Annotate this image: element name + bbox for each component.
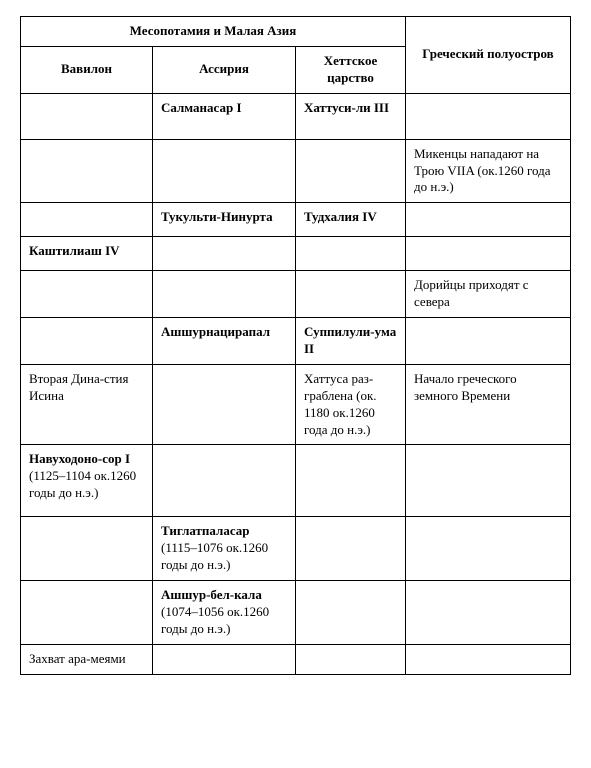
table-cell: Начало греческого земного Времени [406,364,571,445]
history-table: Месопотамия и Малая Азия Греческий полуо… [20,16,571,675]
table-cell: Ашшур-бел-кала (1074–1056 ок.1260 годы д… [153,581,296,645]
table-row: Ашшур-бел-кала (1074–1056 ок.1260 годы д… [21,581,571,645]
table-cell: Хаттуси-ли III [296,93,406,139]
table-cell [21,203,153,237]
table-cell [153,644,296,674]
table-cell [406,203,571,237]
table-row: Навуходоно-сор I (1125–1104 ок.1260 годы… [21,445,571,517]
table-row: Захват ара-меями [21,644,571,674]
table-cell: Тудхалия IV [296,203,406,237]
table-cell [153,237,296,271]
table-cell: Захват ара-меями [21,644,153,674]
table-cell: Каштилиаш IV [21,237,153,271]
table-cell: Суппилули-ума II [296,318,406,365]
table-cell [296,139,406,203]
table-cell [153,445,296,517]
table-cell: Хаттуса раз-граблена (ок. 1180 ок.1260 г… [296,364,406,445]
table-cell: Салманасар I [153,93,296,139]
table-cell: Тукульти-Нинурта [153,203,296,237]
table-cell [296,581,406,645]
table-row: АшшурнацирапалСуппилули-ума II [21,318,571,365]
table-cell [153,139,296,203]
table-cell [153,364,296,445]
table-cell: Дорийцы приходят с севера [406,271,571,318]
table-cell [406,237,571,271]
table-cell [21,271,153,318]
table-cell [296,517,406,581]
table-cell [406,318,571,365]
table-row: Микенцы нападают на Трою VIIA (ок.1260 г… [21,139,571,203]
table-cell [296,271,406,318]
table-row: Тиглатпаласар (1115–1076 ок.1260 годы до… [21,517,571,581]
header-mesopotamia: Месопотамия и Малая Азия [21,17,406,47]
table-cell: Вторая Дина-стия Исина [21,364,153,445]
table-row: Тукульти-НинуртаТудхалия IV [21,203,571,237]
table-cell [21,318,153,365]
table-cell [21,517,153,581]
table-row: Салманасар IХаттуси-ли III [21,93,571,139]
header-assyria: Ассирия [153,46,296,93]
table-cell [406,517,571,581]
header-hittite: Хеттское царство [296,46,406,93]
table-row: Дорийцы приходят с севера [21,271,571,318]
table-cell [153,271,296,318]
table-cell [406,445,571,517]
table-cell: Микенцы нападают на Трою VIIA (ок.1260 г… [406,139,571,203]
table-cell [296,445,406,517]
table-cell [21,93,153,139]
table-cell [406,581,571,645]
table-cell: Навуходоно-сор I (1125–1104 ок.1260 годы… [21,445,153,517]
table-cell [406,644,571,674]
table-cell: Тиглатпаласар (1115–1076 ок.1260 годы до… [153,517,296,581]
table-cell [296,237,406,271]
table-cell [21,581,153,645]
table-cell [21,139,153,203]
table-row: Вторая Дина-стия Исина Хаттуса раз-грабле… [21,364,571,445]
header-greece: Греческий полуостров [406,17,571,94]
table-cell [406,93,571,139]
header-babylon: Вавилон [21,46,153,93]
table-cell [296,644,406,674]
table-row: Каштилиаш IV [21,237,571,271]
table-cell: Ашшурнацирапал [153,318,296,365]
